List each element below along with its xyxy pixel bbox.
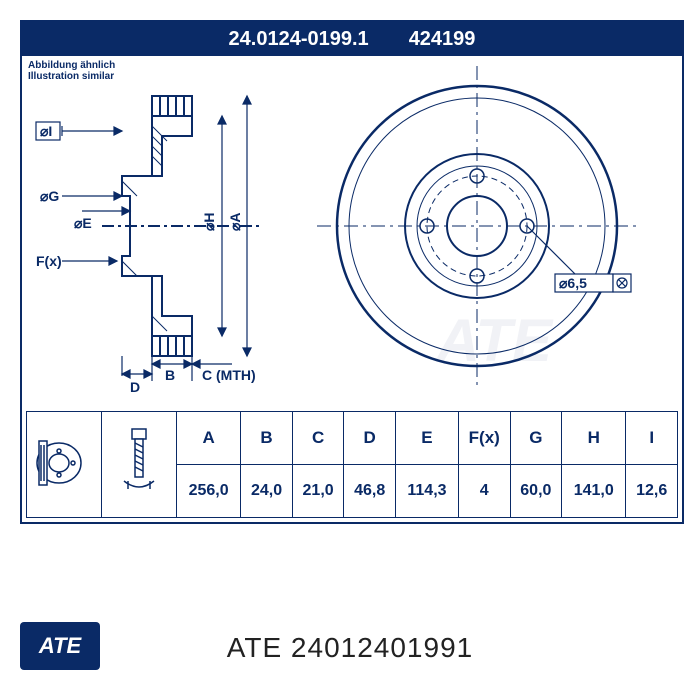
label-diaG: ⌀G [40,188,59,204]
col-A: A [177,412,241,465]
col-D: D [344,412,396,465]
part-number-long: 24.0124-0199.1 [229,28,369,51]
spec-table: A B C D E F(x) G H I 256,0 24,0 21,0 46,… [26,411,678,518]
label-B: B [165,367,175,383]
part-number-header: 24.0124-0199.1 424199 [22,22,682,56]
label-D: D [130,379,140,395]
label-hole-dia: ⌀6,5 [559,275,587,291]
label-diaA: ⌀A [227,212,243,231]
label-C: C (MTH) [202,367,256,383]
val-C: 21,0 [292,465,344,518]
label-diaI: ⌀I [40,123,52,139]
col-E: E [395,412,458,465]
drawing-svg: ⌀I ⌀G ⌀E F(x) ⌀H ⌀A D B C (MTH) [22,56,682,416]
disc-icon-cell [27,412,102,518]
disc-cross-icon [33,423,95,501]
diagram-frame: 24.0124-0199.1 424199 Abbildung ähnlich … [20,20,684,524]
val-E: 114,3 [395,465,458,518]
caption-text: ATE 24012401991 [0,632,700,664]
technical-drawing: ATE [22,56,682,416]
val-D: 46,8 [344,465,396,518]
bolt-icon-cell [102,412,177,518]
col-G: G [510,412,562,465]
bolt-icon [114,423,164,501]
label-diaH: ⌀H [201,212,217,231]
label-Fx: F(x) [36,253,62,269]
col-B: B [241,412,293,465]
val-B: 24,0 [241,465,293,518]
val-I: 12,6 [626,465,678,518]
col-I: I [626,412,678,465]
col-H: H [562,412,626,465]
val-Fx: 4 [458,465,510,518]
col-C: C [292,412,344,465]
val-H: 141,0 [562,465,626,518]
table-header-row: A B C D E F(x) G H I [27,412,678,465]
label-diaE: ⌀E [74,215,92,231]
part-number-short: 424199 [409,28,476,51]
val-G: 60,0 [510,465,562,518]
val-A: 256,0 [177,465,241,518]
col-Fx: F(x) [458,412,510,465]
